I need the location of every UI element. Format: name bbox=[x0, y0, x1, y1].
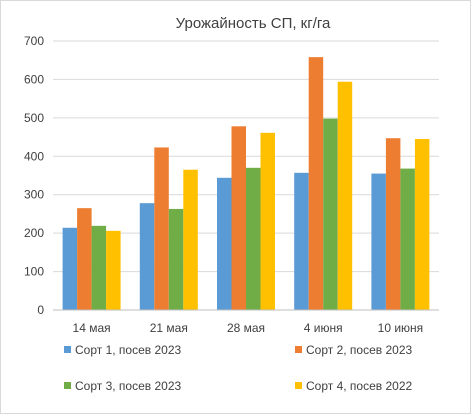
y-tick-label: 200 bbox=[24, 226, 44, 240]
x-tick-label: 10 июня bbox=[378, 321, 424, 335]
legend-swatch bbox=[64, 346, 71, 353]
x-tick-label: 14 мая bbox=[73, 321, 111, 335]
legend: Сорт 1, посев 2023 Сорт 2, посев 2023 Сорт… bbox=[64, 343, 412, 393]
bar bbox=[371, 173, 386, 310]
x-tick-label: 28 мая bbox=[227, 321, 265, 335]
legend-swatch bbox=[64, 382, 71, 389]
y-tick-label: 500 bbox=[24, 111, 44, 125]
legend-label: Сорт 4, посев 2022 bbox=[306, 379, 412, 393]
bar bbox=[294, 172, 309, 310]
bar bbox=[414, 138, 430, 310]
bar bbox=[246, 167, 261, 310]
x-tick-label: 21 мая bbox=[150, 321, 188, 335]
bar bbox=[231, 126, 246, 310]
legend-label: Сорт 3, посев 2023 bbox=[75, 379, 181, 393]
bar bbox=[77, 208, 92, 310]
bar bbox=[260, 132, 275, 310]
y-tick-label: 400 bbox=[24, 149, 44, 163]
x-tick-label: 4 июня bbox=[304, 321, 343, 335]
y-tick-label: 300 bbox=[24, 188, 44, 202]
bars-layer bbox=[62, 57, 430, 310]
legend-swatch bbox=[295, 382, 302, 389]
chart-title: Урожайность СП, кг/га bbox=[176, 15, 331, 32]
legend-swatch bbox=[295, 346, 302, 353]
bar bbox=[139, 203, 155, 310]
bar bbox=[183, 169, 198, 310]
y-tick-label: 600 bbox=[24, 72, 44, 86]
y-tick-label: 700 bbox=[24, 34, 44, 48]
bar bbox=[385, 138, 401, 310]
bar bbox=[217, 177, 232, 310]
bar bbox=[400, 168, 415, 310]
y-tick-label: 0 bbox=[37, 303, 44, 317]
bar bbox=[106, 230, 121, 310]
bar bbox=[308, 57, 324, 310]
bar bbox=[62, 227, 78, 310]
bar bbox=[91, 225, 107, 310]
bar bbox=[154, 147, 169, 310]
bar bbox=[337, 81, 353, 310]
bar bbox=[323, 118, 338, 310]
axis-layer: 0 100 200 300 400 500 600 700 14 мая 21 мая 28 мая… bbox=[24, 34, 439, 335]
bar bbox=[168, 208, 184, 310]
y-tick-label: 100 bbox=[24, 265, 44, 279]
legend-label: Сорт 1, посев 2023 bbox=[75, 343, 181, 357]
legend-label: Сорт 2, посев 2023 bbox=[306, 343, 412, 357]
